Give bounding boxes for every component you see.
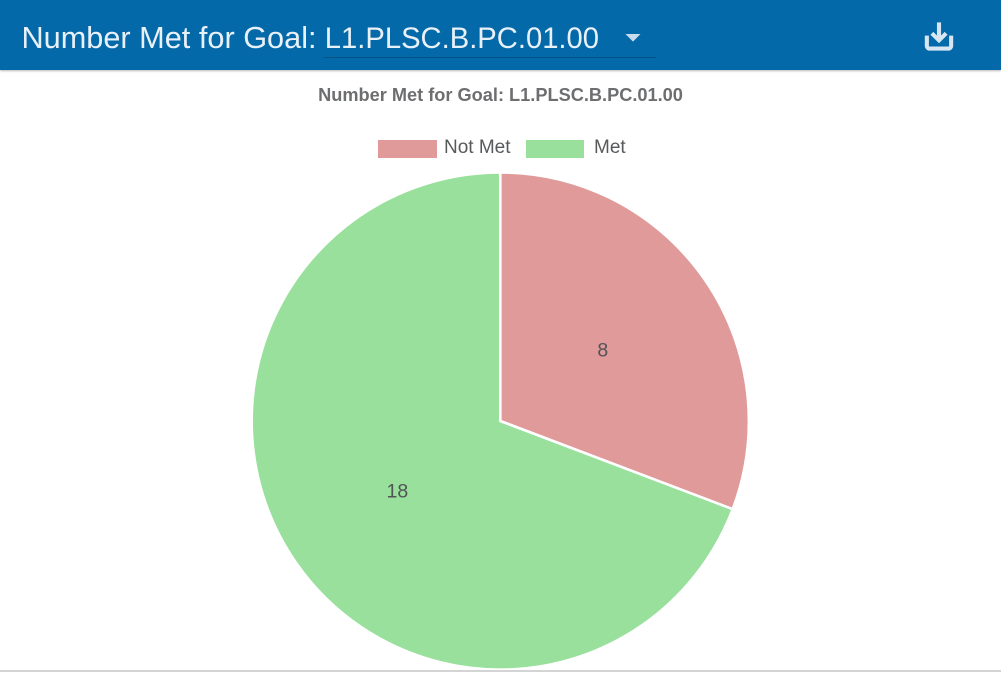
svg-text:18: 18 <box>387 481 409 503</box>
svg-text:8: 8 <box>597 340 608 362</box>
